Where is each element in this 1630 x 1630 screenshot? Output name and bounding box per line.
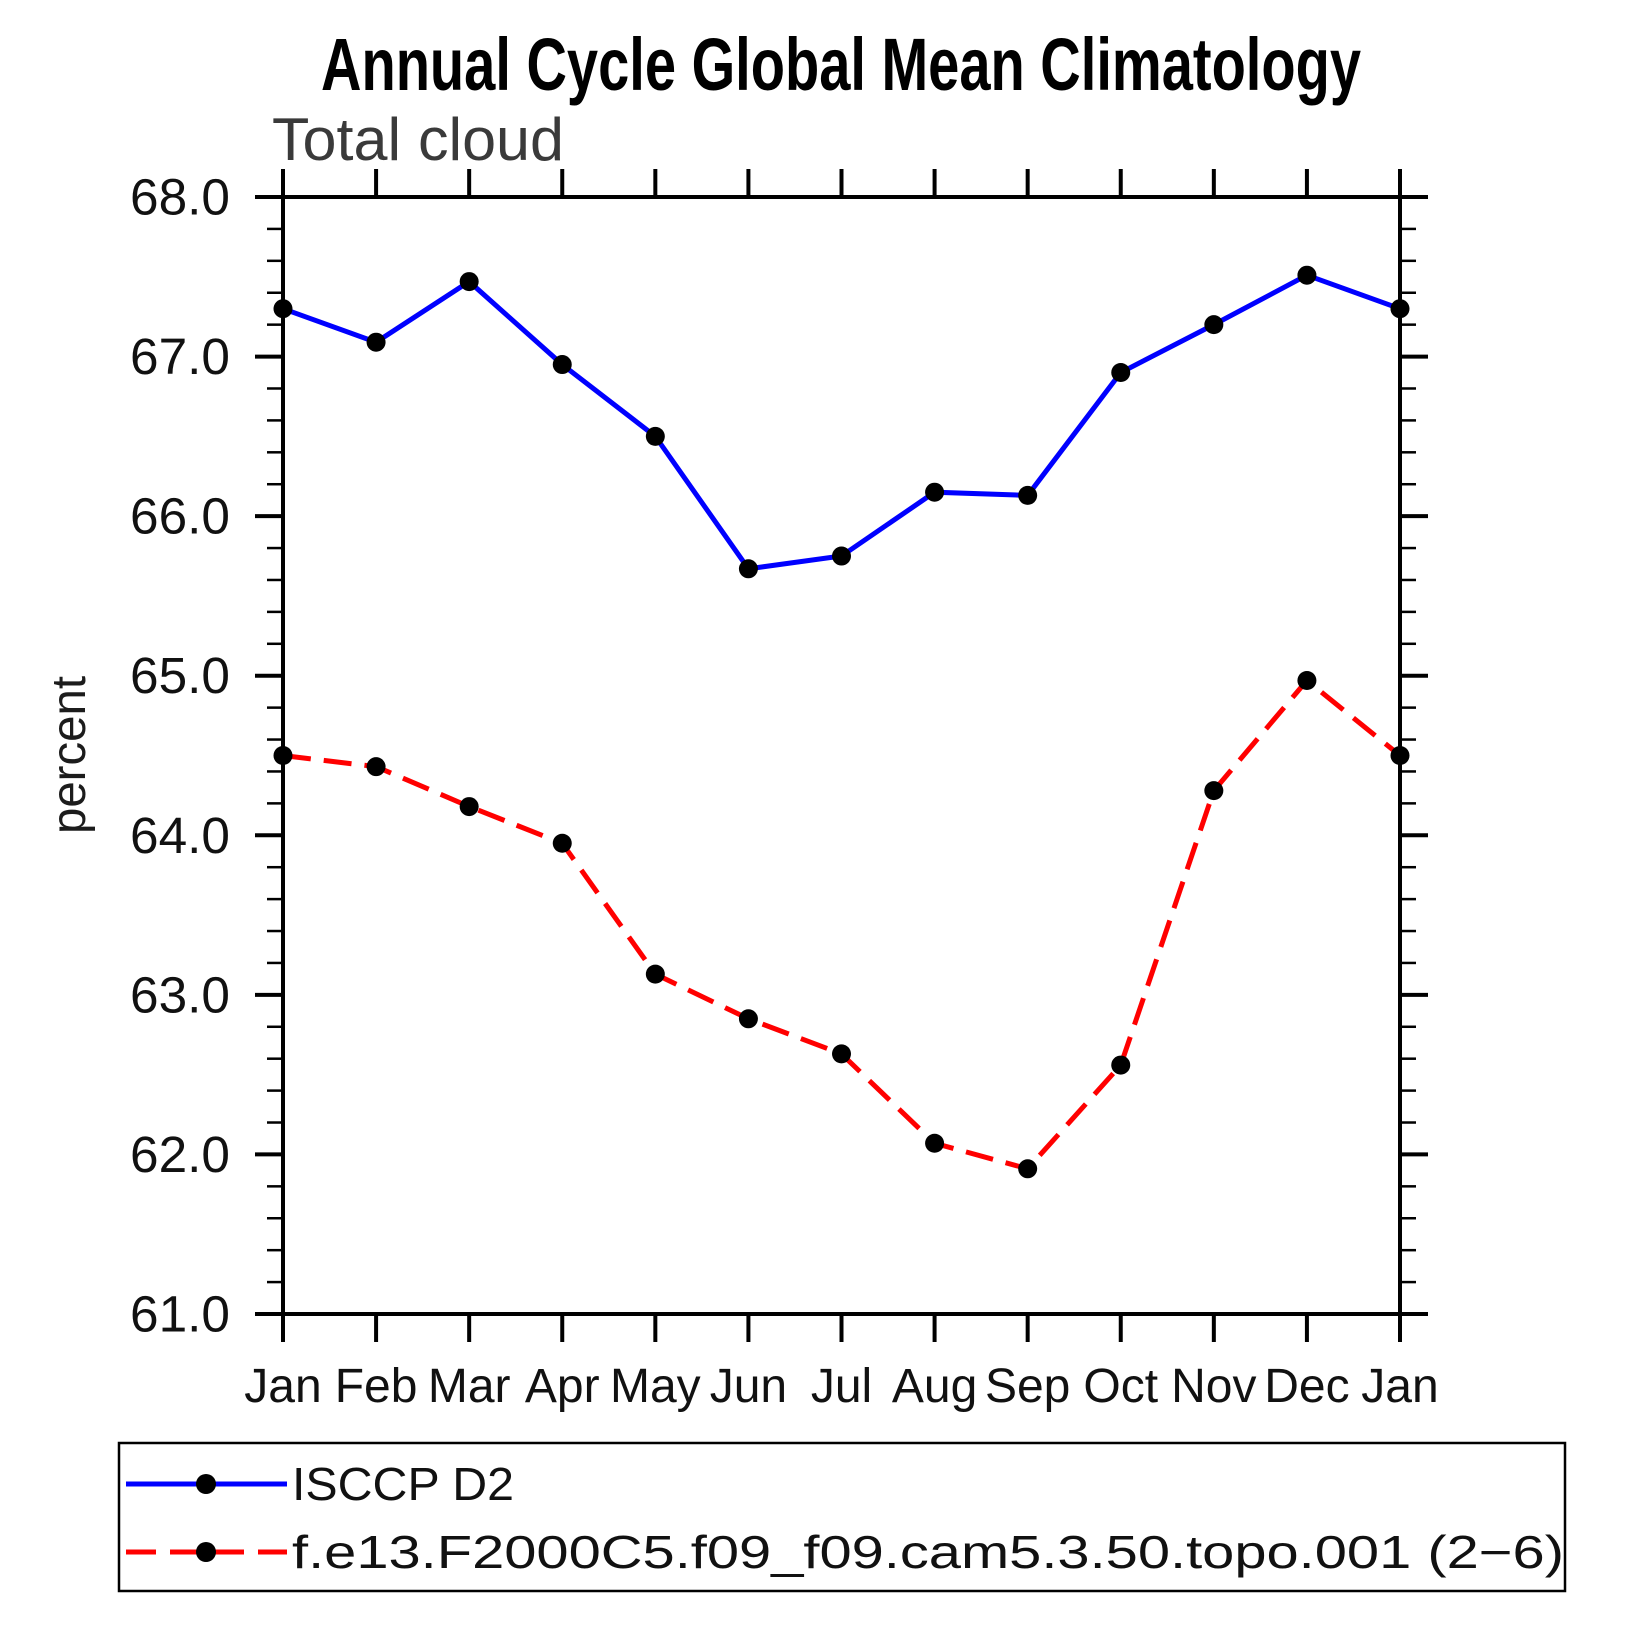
data-point-marker [1390,746,1410,765]
chart-subtitle: Total cloud [272,106,564,173]
y-axis-label: percent [43,676,96,834]
x-tick-label: Jan [1361,1360,1438,1413]
legend-label-isccp-d2: ISCCP D2 [292,1458,514,1510]
data-point-marker [645,964,665,984]
data-point-marker [459,797,479,817]
chart-title: Annual Cycle Global Mean Climatology [321,23,1361,106]
data-point-marker [366,332,386,352]
y-tick-label: 65.0 [130,647,230,704]
x-tick-label: Oct [1083,1360,1158,1413]
x-tick-label: Mar [428,1360,511,1413]
legend-box [117,1441,1567,1593]
y-tick-label: 68.0 [130,169,230,226]
data-point-marker [1204,315,1224,335]
x-tick-label: Feb [335,1360,418,1413]
data-point-marker [1390,299,1410,319]
x-tick-label: Apr [525,1360,600,1413]
legend-sample-marker-0 [196,1474,216,1494]
x-tick-label: Jan [244,1360,321,1413]
data-point-marker [273,299,293,319]
data-point-marker [1297,265,1317,285]
x-tick-label: Aug [892,1360,977,1413]
data-point-marker [552,355,572,375]
plot-frame [281,195,1402,1316]
legend: ISCCP D2 f.e13.F2000C5.f09_f09.cam5.3.50… [117,1441,1567,1593]
x-tick-label: May [610,1360,701,1413]
data-point-marker [1018,485,1038,505]
data-point-marker [552,833,572,853]
x-tick-label: Jul [811,1360,872,1413]
data-point-marker [459,272,479,292]
y-tick-label: 61.0 [130,1286,230,1343]
axis-ticks [255,169,1428,1342]
data-point-marker [925,482,945,502]
x-tick-label: Nov [1171,1360,1256,1413]
data-point-marker [1018,1159,1038,1179]
x-tick-label: Dec [1264,1360,1349,1413]
data-point-marker [273,746,293,765]
data-point-marker [1204,781,1224,801]
x-tick-label: Jun [710,1360,787,1413]
x-tick-label: Sep [985,1360,1070,1413]
series-line-1 [282,677,1402,1172]
data-point-marker [832,546,851,566]
legend-samples [126,1474,287,1562]
y-tick-label: 67.0 [130,328,230,385]
series-line-0 [282,272,1401,572]
data-point-marker [1297,671,1317,691]
legend-label-model-run: f.e13.F2000C5.f09_f09.cam5.3.50.topo.001… [292,1526,1564,1578]
data-point-marker [1111,363,1131,383]
data-point-marker [738,1009,758,1029]
axis-frame [281,195,1402,1316]
data-point-marker [645,426,665,446]
data-point-marker [366,757,386,777]
y-tick-label: 64.0 [130,807,230,864]
legend-sample-marker-1 [196,1542,216,1562]
data-point-marker [832,1044,851,1064]
data-series [273,265,1410,1179]
y-tick-label: 63.0 [130,966,230,1023]
y-tick-label: 66.0 [130,488,230,545]
data-point-marker [925,1133,945,1153]
data-point-marker [738,559,758,579]
y-tick-label: 62.0 [130,1126,230,1183]
data-point-marker [1111,1055,1131,1075]
